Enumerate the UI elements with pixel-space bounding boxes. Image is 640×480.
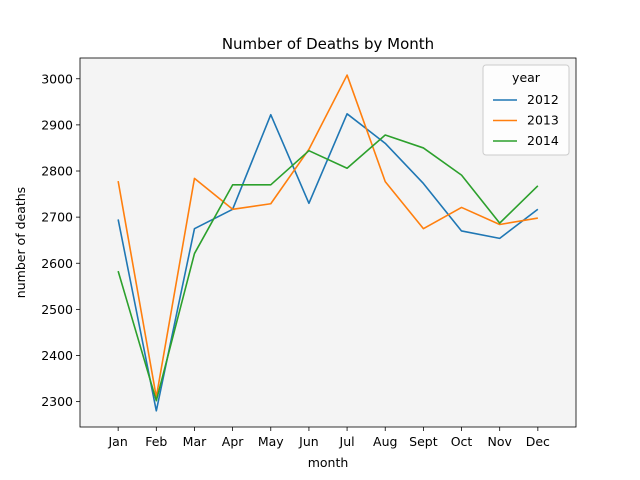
series-line-2012: [117, 113, 539, 412]
y-tick-label: 2400: [41, 348, 73, 363]
y-tick-label: 3000: [41, 71, 73, 86]
series-line-2014: [117, 134, 539, 402]
x-tick-label: Aug: [373, 434, 397, 449]
x-axis-ticks: Jan Feb Mar Apr May Jun Jul Aug Sept Oct Nov Dec: [108, 427, 550, 449]
x-tick-label: Oct: [451, 434, 473, 449]
x-tick-label: May: [258, 434, 284, 449]
x-tick-label: Jun: [298, 434, 319, 449]
y-tick-label: 2600: [41, 256, 73, 271]
y-axis-ticks: 2300 2400 2500 2600 2700 2800 2900 3000: [41, 71, 80, 409]
x-tick-label: Jan: [108, 434, 128, 449]
legend-label-2014: 2014: [527, 133, 559, 148]
legend-title: year: [512, 70, 541, 85]
x-tick-label: Feb: [145, 434, 167, 449]
legend-items: 2012 2013 2014: [493, 92, 559, 148]
chart-title: Number of Deaths by Month: [222, 35, 434, 53]
x-axis-label: month: [308, 455, 349, 470]
plot-frame: [79, 57, 577, 428]
x-tick-label: Nov: [487, 434, 512, 449]
y-tick-label: 2500: [41, 302, 73, 317]
x-tick-label: Jul: [339, 434, 355, 449]
legend-label-2013: 2013: [527, 113, 559, 128]
x-tick-label: Apr: [222, 434, 244, 449]
x-tick-label: Sept: [409, 434, 438, 449]
x-tick-label: Dec: [526, 434, 550, 449]
legend-box: [482, 64, 570, 156]
x-tick-label: Mar: [183, 434, 207, 449]
series-line-2013: [117, 74, 538, 398]
legend-label-2012: 2012: [527, 92, 559, 107]
y-axis-label: number of deaths: [13, 187, 28, 298]
y-tick-label: 2900: [41, 117, 73, 132]
y-tick-label: 2300: [41, 394, 73, 409]
y-tick-label: 2800: [41, 164, 73, 179]
y-tick-label: 2700: [41, 210, 73, 225]
legend: year 2012 2013 2014: [482, 64, 570, 156]
series-lines: [117, 74, 539, 412]
